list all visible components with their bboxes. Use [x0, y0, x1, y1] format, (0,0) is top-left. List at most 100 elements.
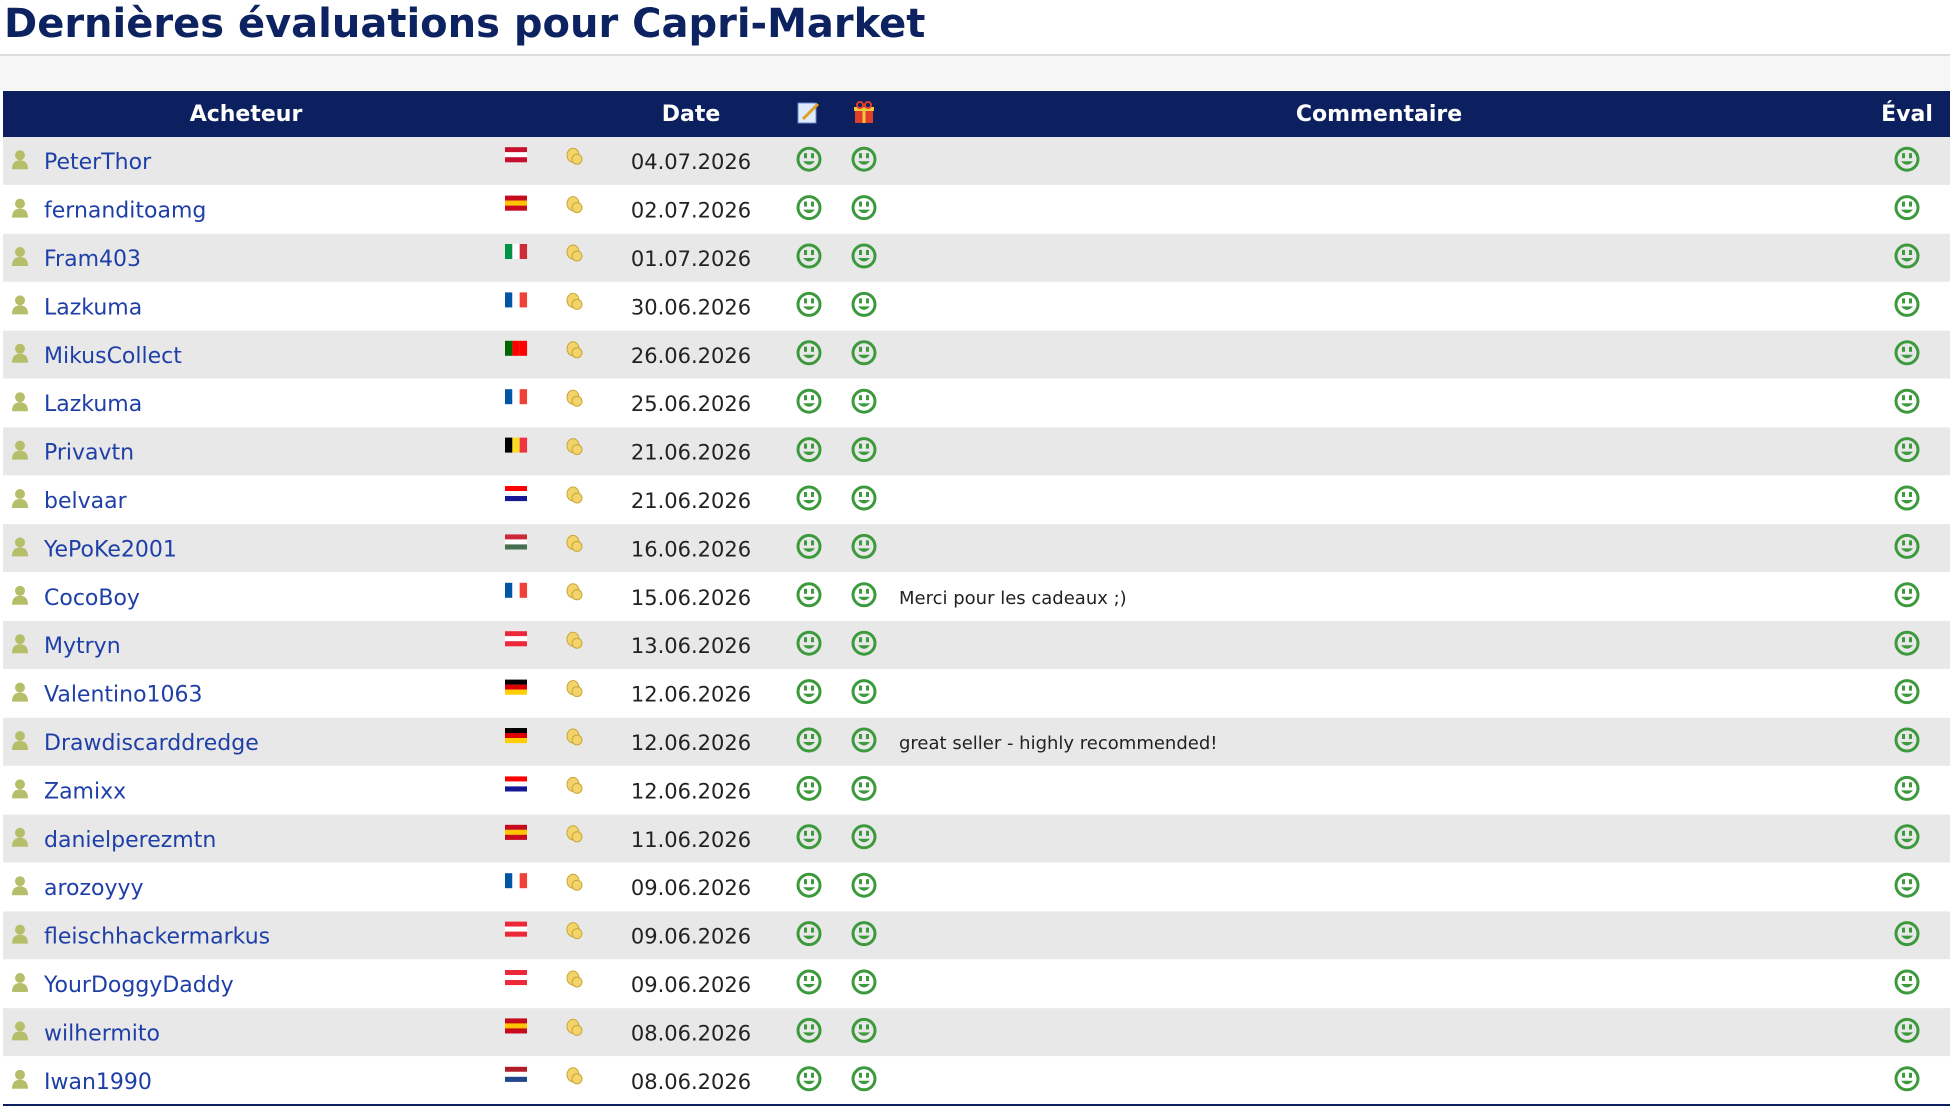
smiley-face	[796, 679, 822, 705]
user-icon	[12, 295, 28, 315]
flag	[505, 1018, 527, 1034]
buyer-link[interactable]: danielperezmtn	[44, 828, 216, 853]
smiley	[796, 921, 822, 947]
flag-stripe	[505, 873, 513, 889]
table-row	[3, 766, 1950, 815]
page-title: Dernières évaluations pour Capri-Market	[4, 1, 925, 47]
date: 12.06.2026	[631, 779, 751, 803]
column-header: Éval	[1881, 101, 1933, 127]
table-row	[3, 1056, 1950, 1105]
buyer-link[interactable]: Drawdiscarddredge	[44, 731, 259, 756]
flag-stripe	[505, 340, 513, 356]
smiley-face	[1894, 969, 1920, 995]
flag-stripe	[505, 641, 527, 647]
flag-stripe	[505, 834, 527, 840]
buyer-link[interactable]: Iwan1990	[44, 1070, 152, 1095]
smiley-eye	[804, 1072, 807, 1078]
user-icon	[12, 537, 28, 557]
smiley	[1894, 340, 1920, 366]
date: 09.06.2026	[631, 973, 751, 997]
buyer-link[interactable]: Zamixx	[44, 779, 126, 804]
smiley	[796, 146, 822, 172]
smiley-mouth	[1901, 500, 1913, 504]
smiley-eye	[859, 976, 862, 981]
buyer-link[interactable]: Lazkuma	[44, 392, 142, 417]
user-icon	[12, 198, 28, 218]
buyer-link[interactable]: Lazkuma	[44, 295, 142, 320]
flag-stripe	[505, 970, 527, 976]
buyer-link[interactable]: MikusCollect	[44, 344, 182, 369]
smiley-mouth	[858, 548, 870, 552]
smiley-eye	[859, 346, 862, 352]
smiley-eye	[804, 443, 807, 449]
buyer-link[interactable]: Privavtn	[44, 441, 134, 466]
flag	[505, 195, 527, 211]
smiley-face	[1894, 388, 1920, 414]
buyer-link[interactable]: arozoyyy	[44, 876, 144, 901]
buyer-link[interactable]: YePoKe2001	[43, 537, 177, 562]
smiley-face	[796, 533, 822, 559]
buyer-link[interactable]: PeterThor	[44, 150, 152, 175]
flag-stripe	[505, 786, 527, 792]
smiley-eye	[859, 443, 862, 449]
smiley-eye	[859, 637, 862, 643]
smiley-face	[851, 146, 877, 172]
smiley-face	[796, 775, 822, 801]
buyer-link[interactable]: Mytryn	[44, 634, 121, 659]
smiley-mouth	[803, 306, 815, 310]
buyer-link[interactable]: Fram403	[44, 247, 141, 272]
user-head	[15, 827, 25, 838]
buyer-link[interactable]: CocoBoy	[44, 586, 140, 611]
flag	[505, 631, 527, 647]
smiley-mouth	[803, 693, 815, 698]
user-head	[15, 682, 25, 693]
smiley-face	[796, 485, 822, 511]
smiley-eye	[804, 250, 807, 255]
table-header	[3, 91, 1950, 137]
smiley-eye	[1909, 734, 1912, 739]
smiley	[796, 582, 822, 608]
smiley	[1894, 824, 1920, 850]
coin	[571, 589, 583, 601]
user-body	[12, 934, 28, 944]
smiley-face	[1894, 485, 1920, 511]
smiley-mouth	[1901, 645, 1913, 649]
buyer-link[interactable]: fleischhackermarkus	[44, 925, 270, 950]
coin-icon	[566, 970, 583, 988]
smiley-eye	[859, 153, 862, 159]
date: 25.06.2026	[631, 392, 751, 416]
table-row	[3, 1008, 1950, 1057]
user-icon	[12, 973, 28, 992]
smiley-eye	[1909, 250, 1912, 255]
buyer-link[interactable]: wilhermito	[44, 1021, 160, 1046]
user-icon	[12, 731, 28, 750]
smiley	[796, 291, 822, 317]
smiley	[796, 388, 822, 414]
user-head	[15, 198, 25, 209]
smiley	[1894, 146, 1920, 172]
smiley	[1894, 1066, 1920, 1092]
smiley-mouth	[1901, 548, 1913, 552]
coin	[571, 686, 583, 698]
smiley-face	[796, 921, 822, 947]
smiley-eye	[804, 346, 807, 352]
smiley	[851, 775, 877, 801]
flag-stripe	[505, 152, 527, 158]
user-body	[12, 208, 28, 218]
smiley-eye	[811, 927, 814, 933]
buyer-link[interactable]: belvaar	[44, 489, 128, 514]
smiley	[1894, 679, 1920, 705]
coin	[571, 879, 583, 891]
table-row	[3, 233, 1950, 283]
user-head	[15, 295, 25, 306]
smiley-face	[1894, 679, 1920, 705]
user-body	[12, 741, 28, 750]
buyer-link[interactable]: YourDoggyDaddy	[43, 973, 234, 998]
flag-stripe	[505, 921, 527, 927]
smiley-mouth	[858, 984, 870, 988]
user-head	[15, 537, 25, 548]
buyer-link[interactable]: Valentino1063	[44, 683, 203, 708]
buyer-link[interactable]: fernanditoamg	[44, 199, 206, 224]
flag	[505, 679, 527, 695]
smiley	[1894, 1017, 1920, 1043]
